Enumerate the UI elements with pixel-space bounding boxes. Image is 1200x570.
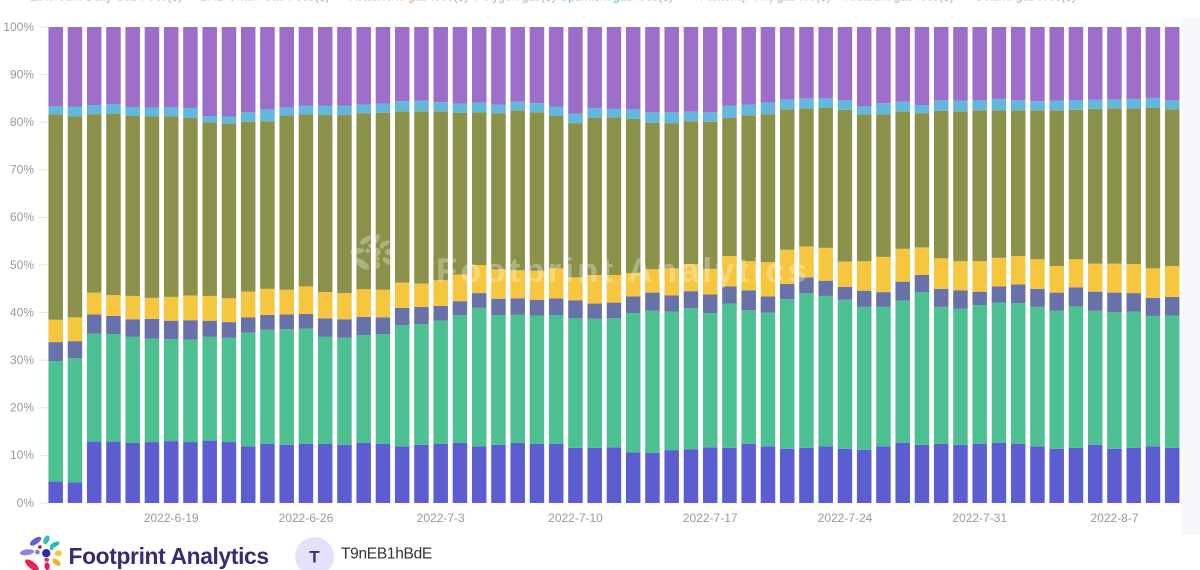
svg-text:Footprint Analytics: Footprint Analytics [436, 252, 810, 290]
svg-text:100%: 100% [3, 20, 34, 34]
svg-text:80%: 80% [10, 115, 34, 129]
svg-text:20%: 20% [10, 401, 34, 415]
svg-text:Avalanche gas fees($): Avalanche gas fees($) [349, 0, 468, 4]
svg-text:10%: 10% [10, 448, 34, 462]
svg-text:90%: 90% [10, 67, 34, 81]
svg-text:2022-8-7: 2022-8-7 [1090, 511, 1138, 525]
svg-text:2022-7-3: 2022-7-3 [417, 511, 465, 525]
svg-text:Optimism gas fees($): Optimism gas fees($) [559, 0, 673, 4]
svg-text:T9nEB1hBdE: T9nEB1hBdE [341, 546, 432, 563]
svg-text:Fantom(FTM) gas fee($): Fantom(FTM) gas fee($) [700, 0, 831, 4]
svg-text:Polygon gas($): Polygon gas($) [475, 0, 556, 4]
svg-text:Ethereum Daily Gas Fees($): Ethereum Daily Gas Fees($) [30, 0, 182, 4]
svg-text:2022-7-31: 2022-7-31 [952, 511, 1007, 525]
svg-text:2022-7-10: 2022-7-10 [548, 511, 603, 525]
svg-text:2022-6-26: 2022-6-26 [279, 511, 334, 525]
svg-text:70%: 70% [10, 163, 34, 177]
svg-text:BNB Chain Gas Fees($): BNB Chain Gas Fees($) [200, 0, 329, 4]
svg-text:2022-7-24: 2022-7-24 [818, 511, 873, 525]
svg-text:2022-7-17: 2022-7-17 [683, 511, 738, 525]
svg-text:30%: 30% [10, 353, 34, 367]
svg-text:Solana gas fees($): Solana gas fees($) [975, 0, 1076, 4]
svg-text:60%: 60% [10, 210, 34, 224]
svg-text:40%: 40% [10, 305, 34, 319]
svg-text:50%: 50% [10, 258, 34, 272]
svg-text:T: T [309, 548, 320, 567]
svg-text:Arbitrum gas fees($): Arbitrum gas fees($) [845, 0, 954, 4]
svg-text:0%: 0% [17, 496, 35, 510]
svg-text:Footprint Analytics: Footprint Analytics [69, 543, 269, 569]
svg-text:2022-6-19: 2022-6-19 [144, 511, 199, 525]
